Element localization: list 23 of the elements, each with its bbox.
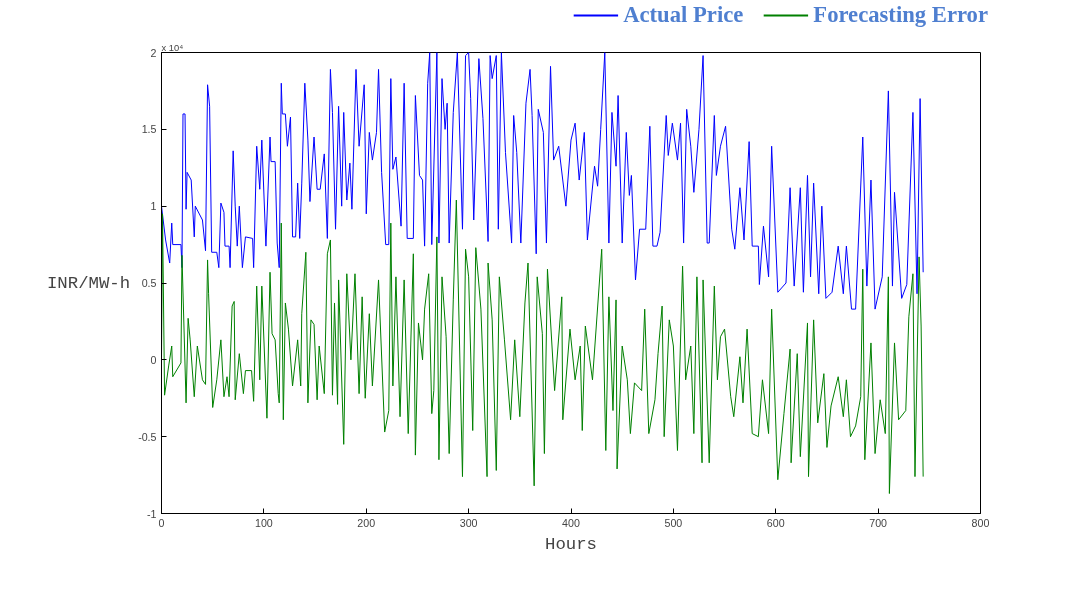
- x-tick-label: 100: [254, 516, 273, 529]
- y-tick-label: 2: [150, 46, 157, 59]
- x-tick-label: 400: [562, 516, 580, 529]
- y-tick-label: 0: [150, 353, 157, 366]
- y-tick-label: 1: [150, 200, 157, 213]
- x-tick-label: 0: [158, 516, 165, 529]
- x-tick-label: 800: [971, 516, 990, 529]
- y-axis-title: INR/MW-h: [46, 273, 131, 293]
- x-tick-label: 500: [664, 516, 683, 529]
- legend-label: Forecasting Error: [813, 2, 988, 28]
- y-tick-label: 0.5: [141, 277, 157, 289]
- x-axis-title: Hours: [545, 534, 597, 554]
- y-tick-label: 1.5: [141, 123, 157, 136]
- line-series: [161, 199, 924, 495]
- x-tick-label: 700: [869, 516, 888, 529]
- text: x 10⁴: [161, 42, 184, 53]
- y-tick-label: -0.5: [138, 430, 157, 443]
- x-tick-label: 300: [459, 516, 478, 529]
- line-series: [161, 52, 924, 310]
- x-tick-label: 200: [357, 516, 376, 529]
- x-tick-label: 600: [766, 516, 785, 529]
- legend-label: Actual Price: [623, 2, 744, 28]
- y-tick-label: -1: [147, 507, 157, 520]
